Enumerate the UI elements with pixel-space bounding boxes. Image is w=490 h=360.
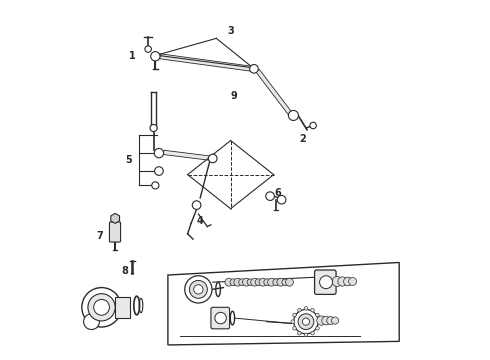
Circle shape [94,300,109,315]
Text: 8: 8 [122,266,128,276]
Circle shape [316,313,319,317]
Circle shape [239,279,245,285]
Circle shape [155,167,163,175]
Circle shape [349,278,357,285]
Circle shape [84,314,99,329]
Text: 5: 5 [125,155,132,165]
Text: 7: 7 [97,231,103,240]
Circle shape [145,46,151,52]
Circle shape [332,276,342,287]
Circle shape [251,278,259,286]
Circle shape [208,154,217,163]
Text: 6: 6 [274,188,281,198]
Circle shape [185,276,212,303]
Circle shape [322,316,330,325]
Circle shape [302,318,310,325]
Polygon shape [168,262,399,345]
Circle shape [291,320,294,323]
Circle shape [317,316,326,325]
Circle shape [88,294,115,321]
Circle shape [250,64,258,73]
Circle shape [277,278,285,286]
Text: 2: 2 [299,134,306,144]
Circle shape [319,276,333,289]
Circle shape [327,317,335,324]
Polygon shape [160,54,252,71]
Circle shape [310,122,317,129]
Circle shape [215,312,226,324]
Circle shape [294,310,318,334]
Circle shape [298,314,314,329]
Circle shape [289,111,298,121]
Circle shape [304,307,308,310]
Circle shape [268,278,275,286]
Circle shape [293,327,296,330]
Circle shape [297,331,301,335]
FancyBboxPatch shape [211,307,230,329]
Circle shape [266,192,274,201]
Circle shape [311,309,315,312]
Polygon shape [163,150,213,161]
Circle shape [190,280,207,298]
Circle shape [286,278,294,286]
Circle shape [255,279,262,285]
Circle shape [311,331,315,335]
Circle shape [225,278,233,286]
Text: 9: 9 [231,91,238,101]
Circle shape [192,201,201,210]
Circle shape [282,279,289,285]
Polygon shape [256,69,294,117]
Circle shape [243,278,250,286]
Circle shape [297,309,301,312]
Circle shape [264,279,270,285]
Text: 4: 4 [197,216,203,226]
Circle shape [82,288,122,327]
Circle shape [194,285,203,294]
Circle shape [277,195,286,204]
Circle shape [247,279,254,285]
FancyBboxPatch shape [109,222,121,242]
Circle shape [331,317,339,324]
Circle shape [304,333,308,337]
Circle shape [230,279,237,285]
Circle shape [273,279,280,285]
Circle shape [234,278,242,286]
Circle shape [259,278,267,286]
Circle shape [343,277,352,286]
Circle shape [293,313,296,317]
Circle shape [316,327,319,330]
FancyBboxPatch shape [315,270,336,294]
Text: 3: 3 [227,26,234,36]
Circle shape [152,182,159,189]
Circle shape [338,277,347,286]
Circle shape [151,51,160,61]
Circle shape [150,125,157,132]
Circle shape [154,148,164,158]
Bar [115,297,130,318]
Circle shape [318,320,321,323]
Text: 1: 1 [129,51,135,61]
